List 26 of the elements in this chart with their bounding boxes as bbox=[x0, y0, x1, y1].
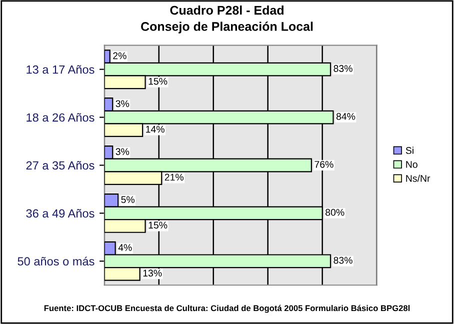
data-label: 83% bbox=[334, 65, 352, 72]
data-label: 14% bbox=[146, 126, 164, 133]
data-label: 4% bbox=[118, 244, 132, 251]
data-label: 15% bbox=[148, 222, 168, 229]
data-label: 3% bbox=[116, 100, 130, 108]
data-label: 76% bbox=[314, 160, 334, 168]
legend-label: Si bbox=[406, 146, 414, 154]
data-label: 83% bbox=[334, 256, 352, 264]
data-label: 84% bbox=[336, 113, 356, 120]
y-tick-label: 27 a 35 Años bbox=[26, 161, 94, 170]
data-label: 2% bbox=[113, 52, 126, 60]
legend-label: Ns/Nr bbox=[406, 174, 430, 182]
y-tick-label: 50 años o más bbox=[18, 256, 94, 266]
data-label: 80% bbox=[326, 208, 344, 216]
data-label: 15% bbox=[148, 78, 168, 85]
data-label: 21% bbox=[164, 174, 184, 181]
chart-subtitle: Consejo de Planeación Local bbox=[141, 22, 313, 34]
y-tick-label: 13 a 17 Años bbox=[26, 65, 94, 74]
data-label: 5% bbox=[121, 196, 135, 204]
y-tick-label: 36 a 49 Años bbox=[26, 209, 94, 218]
data-label: 3% bbox=[116, 148, 130, 156]
chart-title: Cuadro P28l - Edad bbox=[170, 6, 284, 15]
legend-label: No bbox=[406, 161, 418, 168]
source-note: Fuente: IDCT-OCUB Encuesta de Cultura: Ciudad de Bogotá 2005 Formulario Básico BPG28l bbox=[44, 304, 410, 313]
y-tick-label: 18 a 26 Años bbox=[26, 113, 94, 122]
data-label: 13% bbox=[143, 270, 162, 277]
